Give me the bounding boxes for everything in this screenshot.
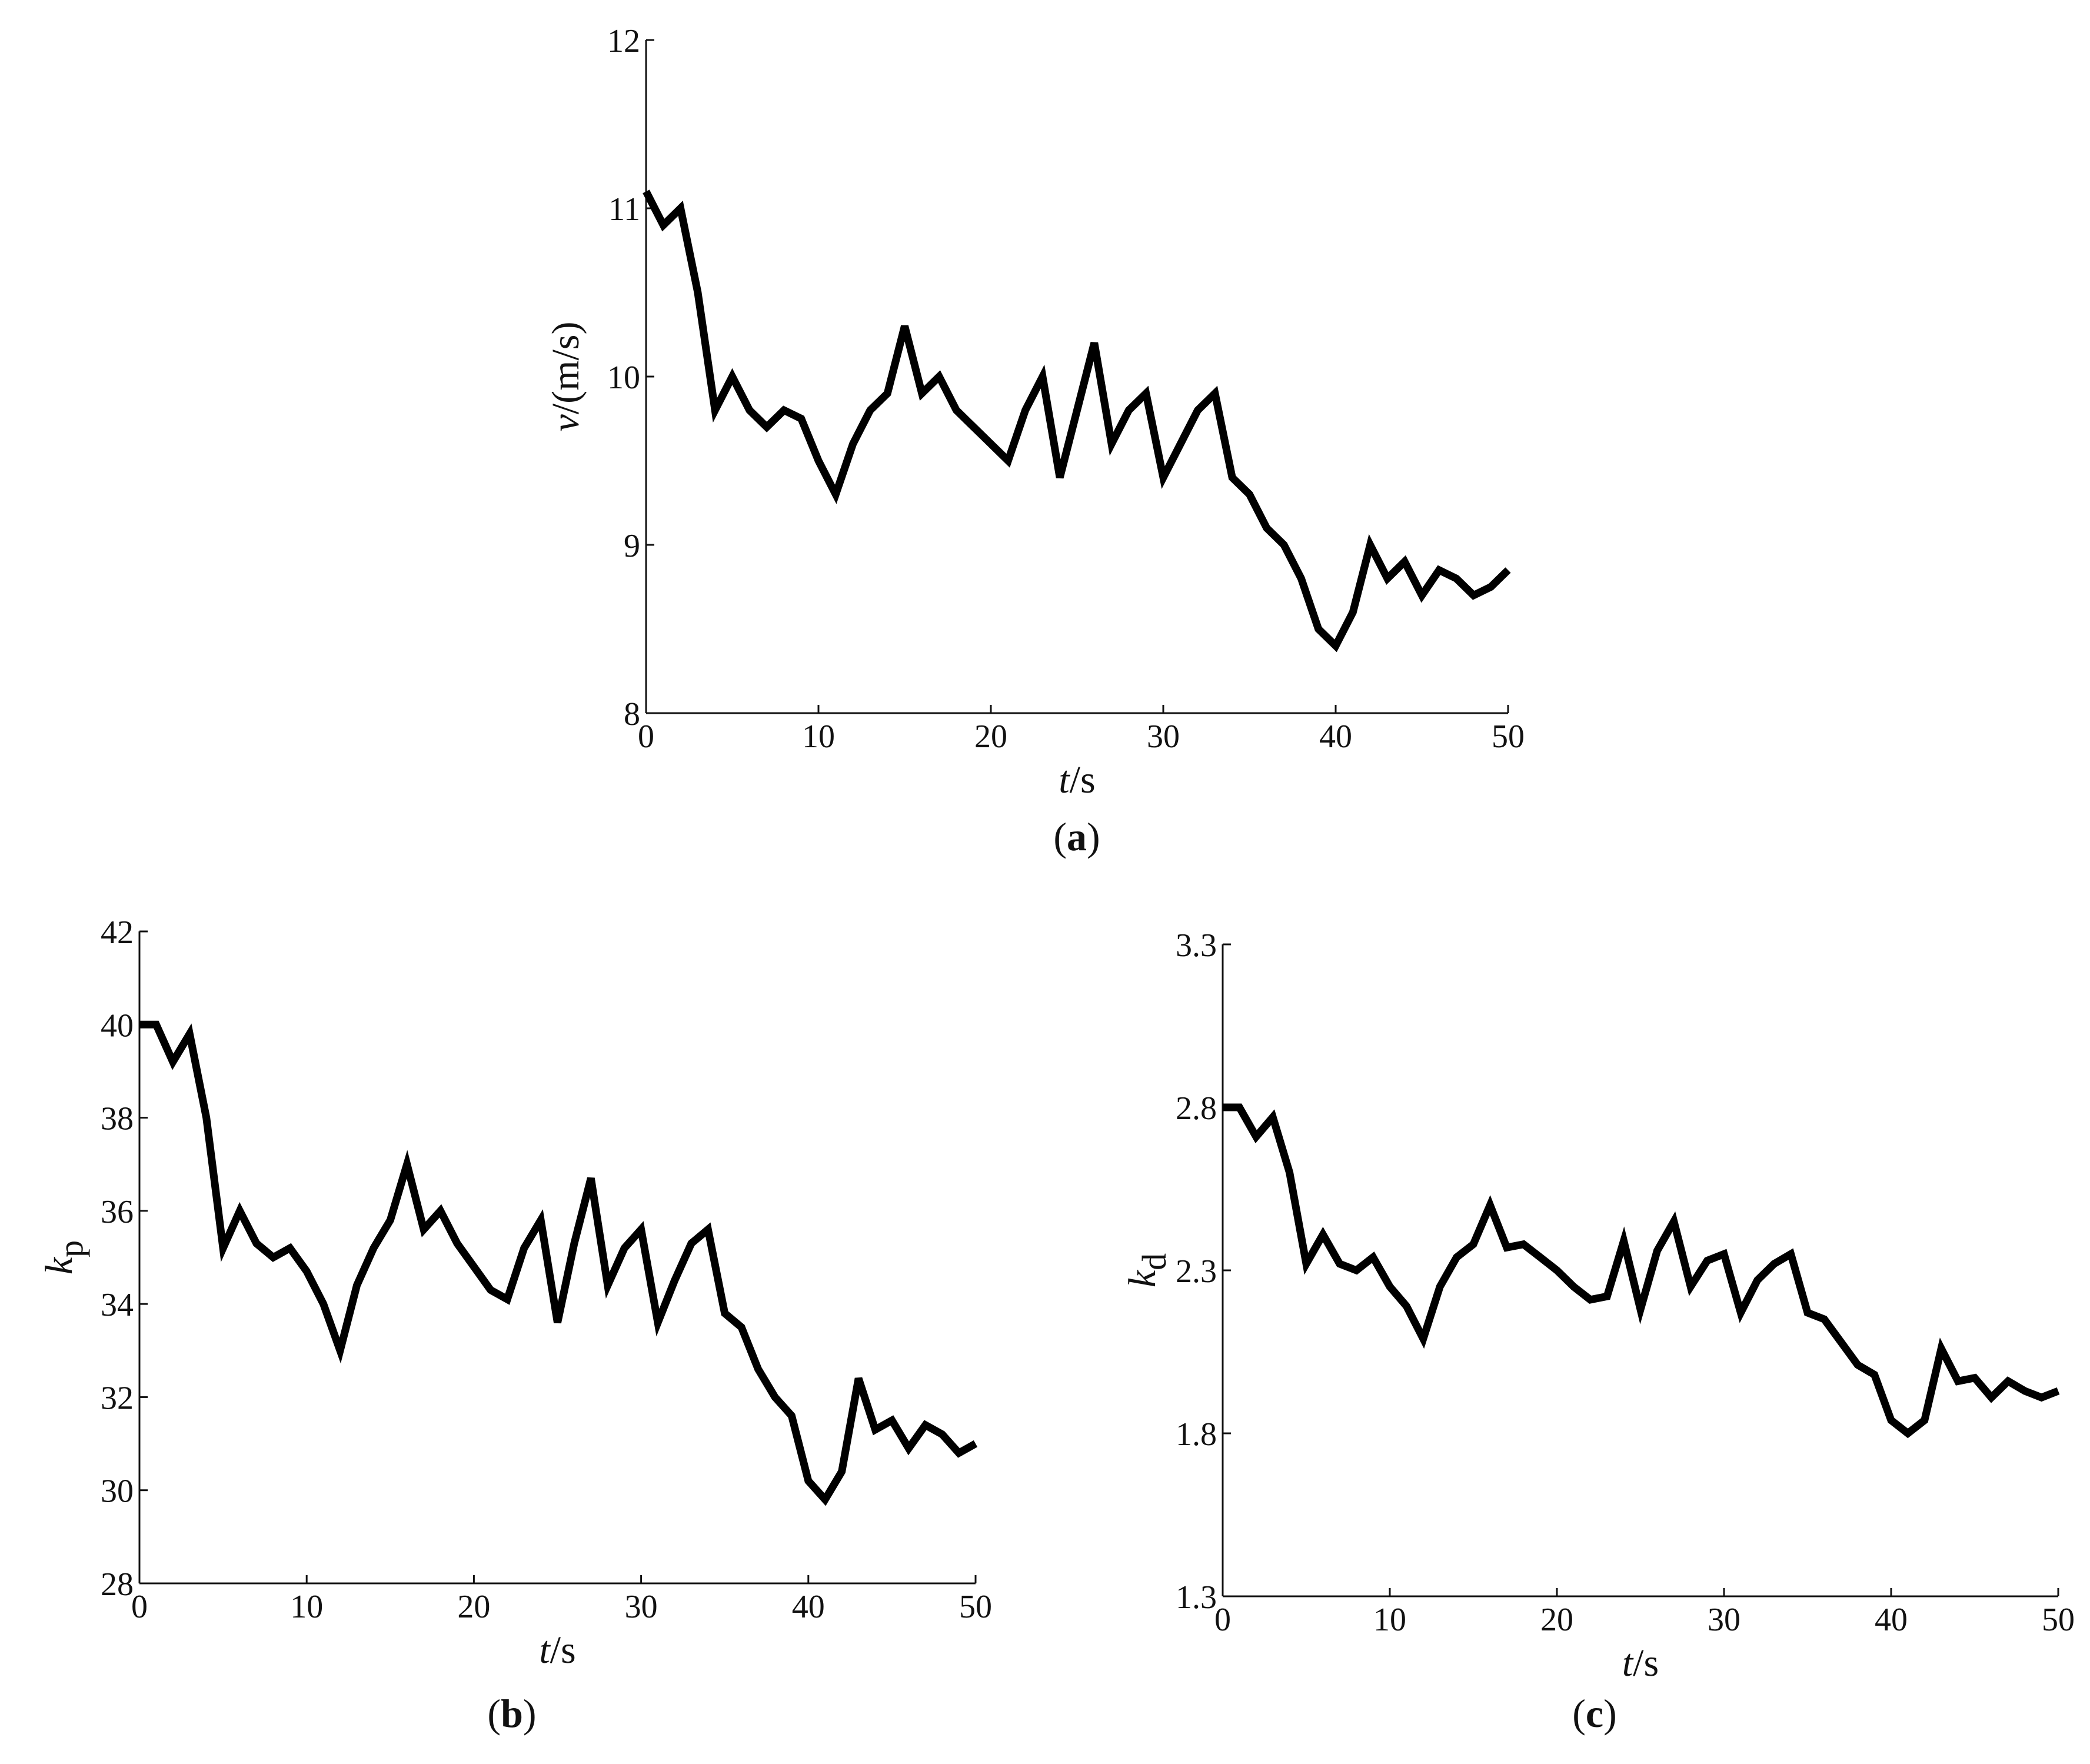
x-axis-label: t/s [1622, 1642, 1659, 1685]
x-tick-label: 10 [1373, 1602, 1406, 1638]
chart-panel-b: 0 10 20 30 40 50 28 30 32 34 36 38 40 42 t/s kp (b) [38, 914, 992, 1736]
x-tick-label: 10 [290, 1589, 323, 1625]
y-tick-label: 1.8 [1176, 1416, 1217, 1453]
x-tick-label: 40 [792, 1589, 825, 1625]
y-tick-label: 38 [101, 1101, 134, 1137]
series-line [139, 1020, 978, 1506]
panel-label-a: (a) [1053, 814, 1100, 859]
chart-panel-c: 0 10 20 30 40 50 1.3 1.8 2.3 2.8 3.3 t/s kd (c) [1121, 927, 2075, 1736]
x-tick-label: 30 [625, 1589, 658, 1625]
y-tick-label: 36 [101, 1194, 134, 1230]
x-tick-label: 0 [131, 1589, 148, 1625]
x-tick-label: 50 [959, 1589, 992, 1625]
x-tick-label: 30 [1708, 1602, 1740, 1638]
y-tick-label: 1.3 [1176, 1579, 1217, 1616]
y-tick-label: 42 [101, 914, 134, 951]
y-tick-label: 30 [101, 1473, 134, 1510]
y-axis-label: kd [1121, 1253, 1173, 1287]
x-axis-label: t/s [1059, 758, 1095, 801]
x-tick-label: 40 [1319, 718, 1352, 755]
y-tick-label: 11 [608, 191, 640, 228]
y-tick-label: 8 [624, 696, 640, 733]
y-tick-label: 12 [607, 23, 640, 59]
panel-label-b: (b) [487, 1691, 536, 1736]
series-line [1223, 1103, 2060, 1439]
y-tick-label: 32 [101, 1380, 134, 1416]
y-tick-label: 28 [101, 1566, 134, 1603]
x-tick-label: 20 [974, 718, 1007, 755]
y-tick-label: 34 [101, 1287, 134, 1323]
x-tick-label: 0 [1214, 1602, 1231, 1638]
x-axis-label: t/s [539, 1629, 575, 1672]
x-tick-label: 50 [1492, 718, 1525, 755]
x-tick-label: 0 [638, 718, 654, 755]
panel-label-c: (c) [1572, 1691, 1617, 1736]
y-axis-label: v/(m/s) [544, 322, 587, 432]
y-tick-label: 9 [624, 528, 640, 564]
x-tick-label: 10 [802, 718, 835, 755]
series-line [643, 189, 1511, 653]
x-tick-label: 50 [2042, 1602, 2075, 1638]
y-tick-label: 2.3 [1176, 1253, 1217, 1290]
y-tick-label: 3.3 [1176, 927, 1217, 964]
x-tick-label: 30 [1147, 718, 1180, 755]
x-tick-label: 40 [1875, 1602, 1908, 1638]
y-tick-label: 10 [607, 360, 640, 396]
y-axis-label: kp [38, 1240, 90, 1274]
y-tick-label: 40 [101, 1007, 134, 1044]
x-tick-label: 20 [1540, 1602, 1573, 1638]
chart-panel-a: 0 10 20 30 40 50 8 9 10 11 12 t/s v/(m/s) (a) [544, 23, 1525, 859]
y-tick-label: 2.8 [1176, 1090, 1217, 1127]
x-tick-label: 20 [457, 1589, 490, 1625]
